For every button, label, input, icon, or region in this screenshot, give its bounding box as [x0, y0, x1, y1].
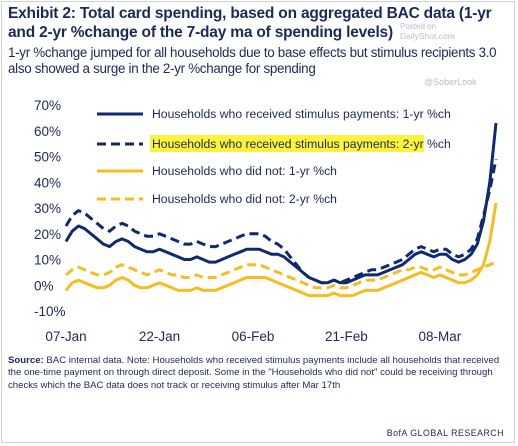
watermark-posted: Posted on — [400, 22, 437, 31]
legend-label: Households who did not: 2-yr %ch — [152, 192, 337, 206]
x-tick-label: 08-Mar — [419, 329, 462, 344]
y-tick-label: 70% — [34, 98, 61, 113]
y-tick-label: 10% — [34, 253, 61, 268]
series-line — [64, 122, 498, 285]
source-text: BAC internal data. Note: Households who … — [8, 355, 500, 391]
y-tick-label: 20% — [34, 227, 61, 242]
x-tick-label: 21-Feb — [325, 329, 368, 344]
series-line — [64, 158, 498, 285]
legend-highlight — [150, 135, 424, 152]
legend-label: Households who received stimulus payment… — [152, 137, 451, 151]
x-tick-label: 06-Feb — [232, 329, 275, 344]
legend-label: Households who received stimulus payment… — [152, 107, 451, 121]
y-tick-label: -10% — [34, 304, 66, 319]
watermark-site: DailyShot.com — [400, 31, 455, 41]
x-tick-label: 07-Jan — [45, 329, 86, 344]
exhibit-subtitle: 1-yr %change jumped for all households d… — [8, 45, 497, 76]
series-line — [64, 202, 498, 298]
y-tick-label: 60% — [34, 124, 61, 139]
y-tick-label: 0% — [34, 278, 54, 293]
y-tick-label: 30% — [34, 201, 61, 216]
y-tick-label: 50% — [34, 150, 61, 165]
y-tick-label: 40% — [34, 175, 61, 190]
x-tick-label: 22-Jan — [139, 329, 180, 344]
exhibit-title: Exhibit 2: Total card spending, based on… — [8, 5, 492, 41]
series-line — [65, 260, 497, 290]
watermark-handle: @SoberLook — [424, 77, 477, 87]
source-label: Source: — [8, 355, 44, 366]
legend-label: Households who did not: 1-yr %ch — [152, 164, 337, 178]
brand-label: BofA GLOBAL RESEARCH — [386, 428, 504, 438]
line-chart: 70% 60% 50% 40% 30% 20% 10% 0% -10% 07-Jan 22-Jan 0… — [34, 98, 498, 344]
source-note: Source: BAC internal data. Note: Househo… — [8, 355, 510, 392]
